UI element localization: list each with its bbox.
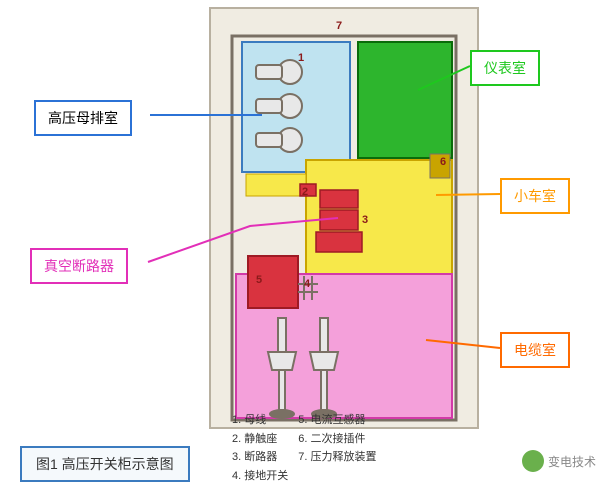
num-5: 5 <box>256 274 262 286</box>
figure-caption: 图1 高压开关柜示意图 <box>20 446 190 482</box>
num-2: 2 <box>302 186 308 198</box>
callout-truck-room: 小车室 <box>500 178 570 214</box>
num-1: 1 <box>298 52 304 64</box>
num-3: 3 <box>362 214 368 226</box>
num-7: 7 <box>336 20 342 32</box>
meter-compartment <box>358 42 452 158</box>
watermark-text: 变电技术 <box>548 453 596 470</box>
wechat-icon <box>522 450 544 472</box>
num-6: 6 <box>440 156 446 168</box>
legend: 1. 母线 5. 电流互感器 2. 静触座 6. 二次接插件 3. 断路器 7.… <box>230 410 387 486</box>
truck-extension <box>246 174 306 196</box>
num-4: 4 <box>304 278 310 290</box>
callout-breaker: 真空断路器 <box>30 248 128 284</box>
callout-busbar-room: 高压母排室 <box>34 100 132 136</box>
callout-meter-room: 仪表室 <box>470 50 540 86</box>
insulator-group <box>256 60 302 152</box>
callout-cable-room: 电缆室 <box>500 332 570 368</box>
watermark: 变电技术 <box>522 450 596 472</box>
